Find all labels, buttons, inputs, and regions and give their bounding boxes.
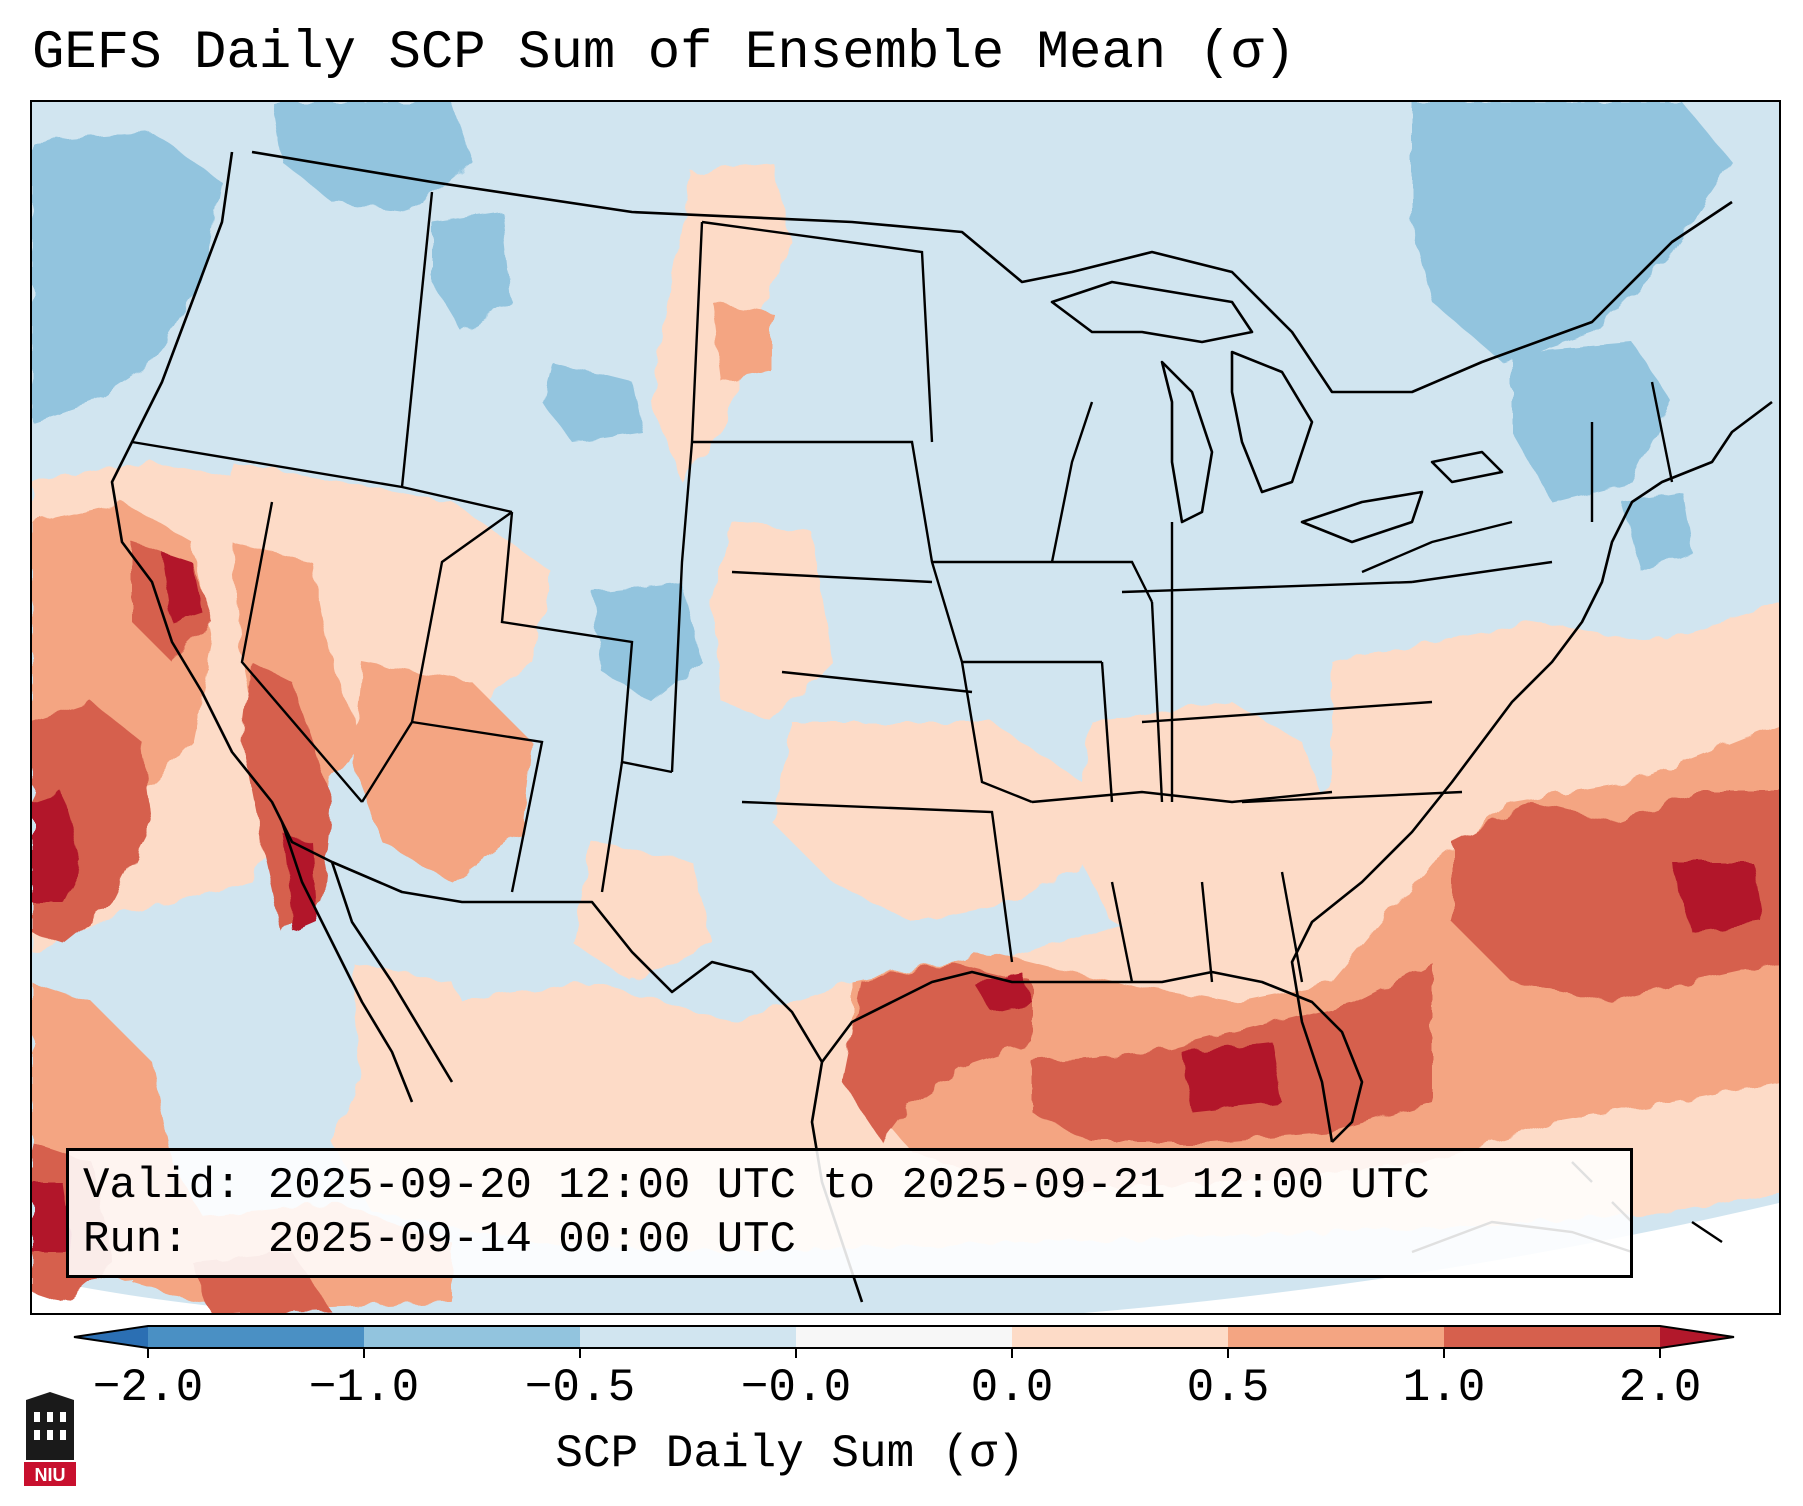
- negative-anomaly-areas: [32, 102, 1732, 702]
- state-borders: [131, 191, 1674, 983]
- colorbar-bin: [148, 1326, 365, 1348]
- colorbar-tick-label: 0.5: [1186, 1362, 1270, 1414]
- colorbar-extend-low: [74, 1326, 148, 1348]
- colorbar-tick-label: 1.0: [1402, 1362, 1486, 1414]
- scp-map: [32, 102, 1779, 1313]
- colorbar: [73, 1325, 1735, 1358]
- run-time: 2025-09-14 00:00 UTC: [267, 1215, 796, 1265]
- colorbar-bin: [1228, 1326, 1445, 1348]
- map-panel: [30, 100, 1781, 1315]
- colorbar-bin: [580, 1326, 797, 1348]
- colorbar-bin: [796, 1326, 1013, 1348]
- valid-label: Valid:: [83, 1161, 242, 1211]
- map-title: GEFS Daily SCP Sum of Ensemble Mean (σ): [32, 23, 1296, 84]
- coastlines-and-borders: [110, 150, 1773, 1303]
- valid-run-info-box: Valid: 2025-09-20 12:00 UTC to 2025-09-2…: [66, 1148, 1633, 1278]
- colorbar-label: SCP Daily Sum (σ): [555, 1428, 1025, 1480]
- niu-logo: NIU: [24, 1392, 76, 1486]
- colorbar-tick-label: −1.0: [308, 1362, 420, 1414]
- run-label: Run:: [83, 1215, 189, 1265]
- colorbar-tick-label: 2.0: [1618, 1362, 1702, 1414]
- colorbar-tick-label: 0.0: [970, 1362, 1054, 1414]
- colorbar-bin: [1012, 1326, 1229, 1348]
- colorbar-tick-label: −0.0: [740, 1362, 852, 1414]
- colorbar-bin: [364, 1326, 581, 1348]
- colorbar-extend-high: [1660, 1326, 1734, 1348]
- extreme-positive-areas: [32, 552, 1762, 1252]
- valid-time: 2025-09-20 12:00 UTC to 2025-09-21 12:00…: [267, 1161, 1430, 1211]
- niu-logo-text: NIU: [35, 1465, 66, 1485]
- colorbar-tick-label: −2.0: [92, 1362, 204, 1414]
- colorbar-tick-label: −0.5: [524, 1362, 636, 1414]
- colorbar-bin: [1444, 1326, 1661, 1348]
